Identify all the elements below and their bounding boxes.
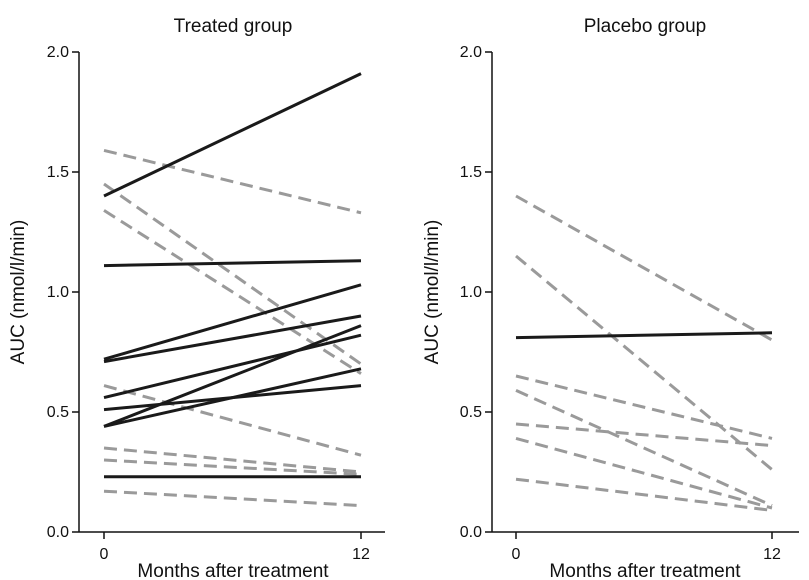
x-axis-label-placebo: Months after treatment	[549, 561, 741, 580]
treated-x-tick-label-1: 12	[352, 546, 370, 563]
treated-y-tick-label-4: 2.0	[47, 44, 69, 61]
treated-y-tick-label-1: 0.5	[47, 404, 69, 421]
x-axis-label-treated: Months after treatment	[137, 561, 329, 580]
placebo-series-1-line	[515, 331, 773, 340]
y-ticks-treated: 0.0 0.5 1.0 1.5 2.0	[47, 44, 79, 541]
panel-placebo: Placebo group 0.0 0.5 1.0 1.5 2.0 0 12 Months…	[422, 16, 799, 580]
placebo-series-6-line	[515, 422, 773, 448]
x-ticks-treated: 0 12	[100, 532, 370, 563]
treated-series-4-line	[103, 314, 362, 364]
placebo-y-tick-label-2: 1.0	[460, 284, 482, 301]
placebo-y-tick-label-1: 0.5	[460, 404, 482, 421]
treated-series-13-line	[103, 384, 362, 457]
y-axis-label-treated: AUC (nmol/l/min)	[8, 220, 29, 365]
treated-x-tick-label-0: 0	[100, 546, 109, 563]
placebo-series-7-line	[515, 436, 773, 510]
treated-series-14-line	[103, 446, 362, 474]
panel-treated: Treated group 0.0 0.5 1.0 1.5 2.0 0 12 Months…	[8, 16, 385, 580]
placebo-y-tick-label-0: 0.0	[460, 524, 482, 541]
treated-series-11-line	[103, 182, 362, 366]
placebo-x-tick-label-0: 0	[512, 546, 521, 563]
treated-series-15-line	[103, 458, 362, 476]
placebo-series-3-line	[515, 254, 773, 471]
placebo-series-5-line	[515, 389, 773, 507]
treated-series-5-line	[103, 333, 362, 400]
treated-series-8-line	[103, 384, 362, 412]
treated-series-1-line	[103, 72, 362, 198]
treated-y-tick-label-0: 0.0	[47, 524, 69, 541]
treated-y-tick-label-2: 1.0	[47, 284, 69, 301]
treated-y-tick-label-3: 1.5	[47, 164, 69, 181]
placebo-series-2-line	[515, 194, 773, 342]
y-ticks-placebo: 0.0 0.5 1.0 1.5 2.0	[460, 44, 492, 541]
treated-series-3-line	[103, 283, 362, 361]
x-ticks-placebo: 0 12	[512, 532, 781, 563]
placebo-y-tick-label-4: 2.0	[460, 44, 482, 61]
placebo-series-4-line	[515, 374, 773, 440]
treated-series-2-line	[103, 259, 362, 268]
placebo-y-tick-label-3: 1.5	[460, 164, 482, 181]
treated-series-12-line	[103, 209, 362, 375]
treated-series-6-line	[103, 324, 362, 428]
treated-series-16-line	[103, 489, 362, 508]
series-group-treated	[103, 72, 362, 508]
panel-title-placebo: Placebo group	[584, 16, 707, 37]
placebo-x-tick-label-1: 12	[763, 546, 781, 563]
series-group-placebo	[515, 194, 773, 512]
panel-title-treated: Treated group	[174, 16, 293, 37]
placebo-series-8-line	[515, 477, 773, 512]
treated-series-10-line	[103, 148, 362, 215]
y-axis-label-placebo: AUC (nmol/l/min)	[422, 220, 443, 365]
